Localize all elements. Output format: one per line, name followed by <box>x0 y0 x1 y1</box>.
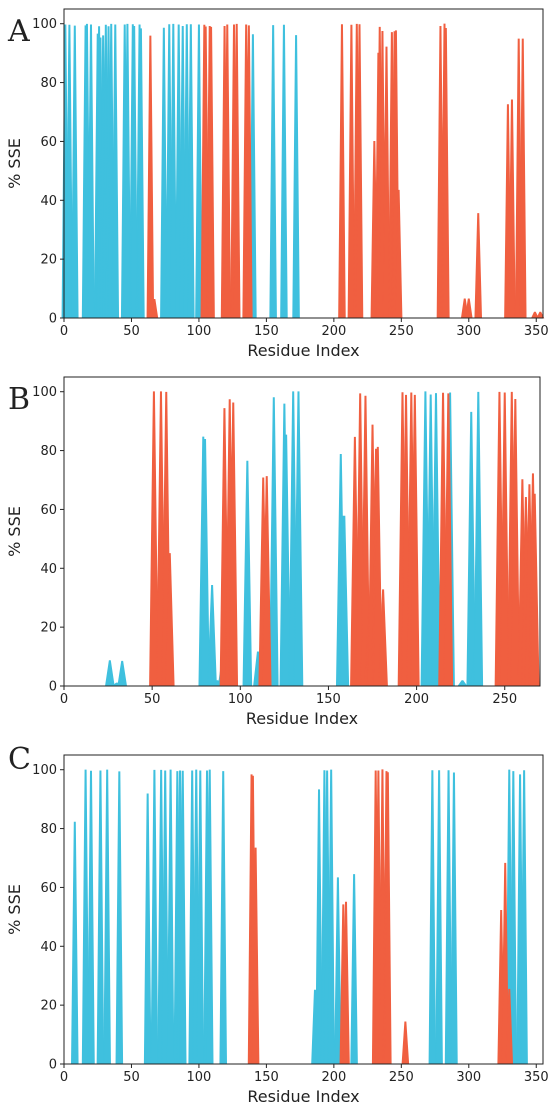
y-tick-label: 40 <box>40 940 57 955</box>
chart-a: 0 50 100 150 200 250 300 350 0 20 40 60 80 100 Residue… <box>5 8 549 360</box>
y-tick-label: 0 <box>49 680 57 695</box>
x-tick-label: 0 <box>60 692 68 707</box>
strand-series-point <box>71 821 79 1065</box>
x-tick-label: 50 <box>123 324 140 339</box>
plot-frame <box>63 754 544 1065</box>
y-tick-label: 0 <box>49 1058 57 1073</box>
x-tick-label: 0 <box>60 324 68 339</box>
strand-series-point <box>150 769 159 1065</box>
y-tick-label: 100 <box>32 17 57 32</box>
plot-frame <box>63 8 544 319</box>
x-tick-label: 250 <box>389 1070 414 1085</box>
plot-frame <box>63 376 541 687</box>
x-tick-label: 300 <box>456 324 481 339</box>
x-tick-label: 350 <box>524 324 549 339</box>
helix-series-point <box>401 1021 410 1065</box>
panel-a: A 0 50 100 150 200 250 300 350 0 20 40 60 80 100 Resid… <box>0 0 550 370</box>
x-tick-label: 50 <box>144 692 161 707</box>
y-tick-label: 80 <box>40 822 57 837</box>
y-axis-label: % SSE <box>5 884 24 935</box>
y-tick-label: 100 <box>32 763 57 778</box>
y-tick-label: 80 <box>40 444 57 459</box>
y-tick-label: 20 <box>40 621 57 636</box>
panel-label-c: C <box>8 742 31 777</box>
helix-series <box>149 391 540 687</box>
strand-series-point <box>196 770 205 1065</box>
strand-series-point <box>103 769 111 1065</box>
helix-series <box>247 769 514 1065</box>
y-axis-label: % SSE <box>5 138 24 189</box>
x-axis-label: Residue Index <box>247 341 359 360</box>
strand-series-point <box>435 770 443 1065</box>
y-tick-label: 20 <box>40 253 57 268</box>
x-tick-label: 100 <box>187 324 212 339</box>
strand-series-point <box>350 874 358 1065</box>
y-tick-label: 20 <box>40 999 57 1014</box>
strand-series-point <box>87 770 95 1065</box>
strand-series-point <box>327 769 335 1065</box>
strand-series-point <box>143 793 152 1065</box>
y-tick-label: 60 <box>40 503 57 518</box>
x-tick-label: 100 <box>187 1070 212 1085</box>
x-tick-label: 200 <box>404 692 429 707</box>
strand-series-point <box>520 770 528 1065</box>
x-tick-label: 200 <box>321 324 346 339</box>
x-axis-label: Residue Index <box>246 709 358 728</box>
x-tick-label: 250 <box>492 692 517 707</box>
x-tick-label: 300 <box>456 1070 481 1085</box>
x-tick-label: 250 <box>389 324 414 339</box>
panel-label-b: B <box>8 382 31 417</box>
x-tick-label: 150 <box>254 1070 279 1085</box>
chart-b: 0 50 100 150 200 250 0 20 40 60 80 100 Residue Index… <box>5 376 541 728</box>
y-tick-label: 60 <box>40 135 57 150</box>
strand-series <box>71 769 528 1065</box>
x-tick-label: 0 <box>60 1070 68 1085</box>
y-tick-label: 100 <box>32 385 57 400</box>
x-tick-label: 100 <box>228 692 253 707</box>
strand-series-point <box>428 770 437 1065</box>
strand-series-point <box>166 769 175 1065</box>
x-tick-label: 50 <box>123 1070 140 1085</box>
strand-series-point <box>115 771 124 1065</box>
x-tick-label: 200 <box>321 1070 346 1085</box>
strand-series-point <box>450 772 458 1065</box>
strand-series-point <box>219 771 227 1065</box>
y-tick-label: 40 <box>40 562 57 577</box>
x-tick-label: 150 <box>316 692 341 707</box>
panel-b: B 0 50 100 150 200 250 0 20 40 60 80 100 Residue Ind… <box>5 376 541 728</box>
y-tick-label: 60 <box>40 881 57 896</box>
x-tick-label: 350 <box>524 1070 549 1085</box>
x-axis-label: Residue Index <box>247 1087 359 1106</box>
panel-label-a: A <box>8 14 30 49</box>
x-tick-label: 150 <box>254 324 279 339</box>
strand-series-point <box>96 770 105 1065</box>
y-tick-label: 40 <box>40 194 57 209</box>
y-tick-label: 0 <box>49 312 57 327</box>
y-tick-label: 80 <box>40 76 57 91</box>
y-axis-label: % SSE <box>5 506 24 557</box>
